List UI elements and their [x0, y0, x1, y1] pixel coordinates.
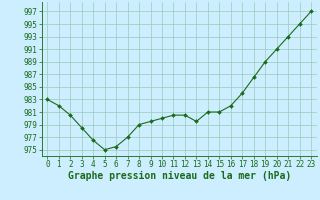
X-axis label: Graphe pression niveau de la mer (hPa): Graphe pression niveau de la mer (hPa) [68, 171, 291, 181]
